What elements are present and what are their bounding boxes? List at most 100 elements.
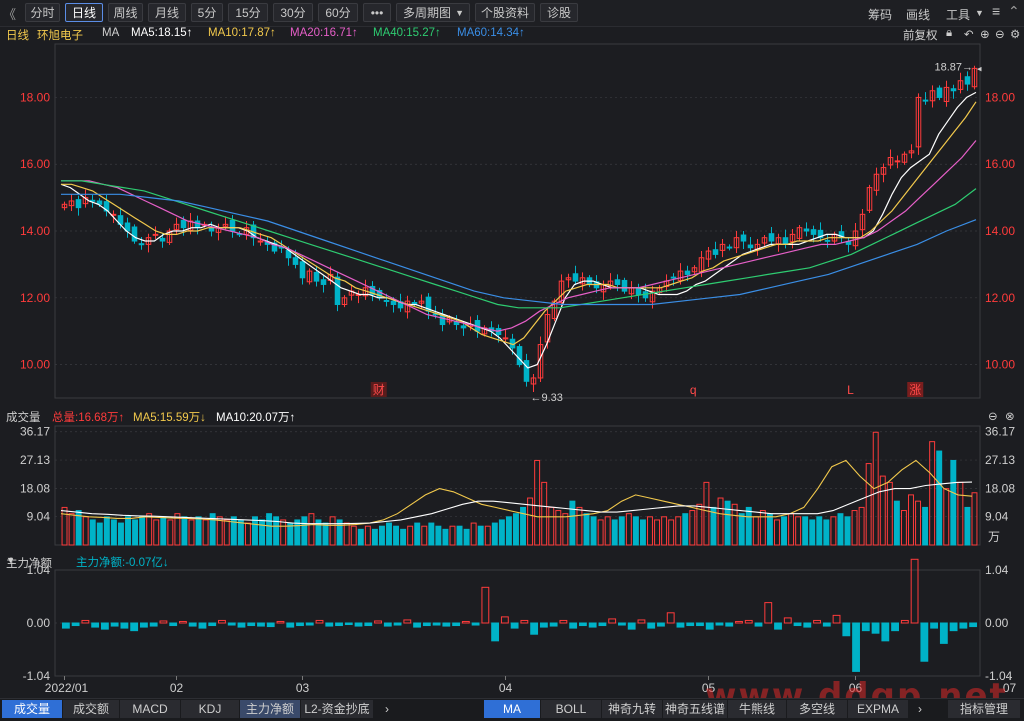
tab-daily[interactable]: 日线 <box>65 3 103 22</box>
candlestick <box>803 228 810 232</box>
candlestick <box>859 213 866 231</box>
tab-volume[interactable]: 成交量 <box>2 700 63 718</box>
candlestick <box>159 237 166 242</box>
flow-tick-label-right: 1.04 <box>985 563 1009 577</box>
price-tick-label-left: 18.00 <box>20 90 50 104</box>
flow-value: 主力净额:-0.07亿↓ <box>76 557 169 569</box>
chips-button[interactable]: 筹码 <box>868 8 893 22</box>
stock-profile-button[interactable]: 个股资料 <box>475 3 535 22</box>
volume-bar <box>527 497 534 546</box>
ma-line-ma20 <box>61 140 977 332</box>
candlestick <box>887 157 894 166</box>
tools-button[interactable]: 工具 <box>946 8 971 22</box>
multi-period-dropdown[interactable]: 多周期图 ▼ <box>396 3 470 22</box>
zoom-out-icon[interactable]: ⊖ <box>995 29 1005 41</box>
candlestick <box>768 233 775 242</box>
tab-kdj[interactable]: KDJ <box>181 700 240 718</box>
tab-monthly[interactable]: 月线 <box>148 3 186 22</box>
indicator-manage-button[interactable]: 指标管理 <box>948 700 1021 718</box>
volume-bar <box>555 510 562 546</box>
draw-button[interactable]: 画线 <box>906 8 931 22</box>
flow-bar <box>822 622 831 627</box>
volume-bar <box>167 519 174 546</box>
flow-bar <box>569 622 578 629</box>
flow-bar <box>559 619 568 624</box>
chevron-down-icon[interactable]: ▼ <box>975 8 984 18</box>
volume-bar <box>964 506 971 546</box>
flow-bar <box>881 622 890 642</box>
volume-bar <box>632 516 639 546</box>
volume-bar <box>68 513 75 546</box>
flow-bar <box>637 619 646 624</box>
minus-icon[interactable]: ⊖ <box>988 411 998 423</box>
tab-expma[interactable]: EXPMA <box>848 700 909 718</box>
zoom-in-icon[interactable]: ⊕ <box>980 29 990 41</box>
volume-bar <box>421 525 428 546</box>
chevron-right-icon[interactable]: › <box>376 700 399 718</box>
tab-main-flow[interactable]: 主力净额 <box>240 700 301 718</box>
close-icon[interactable]: ⊗ <box>1005 411 1015 423</box>
undo-icon[interactable]: ↶ <box>964 29 974 41</box>
volume-bar <box>174 513 181 546</box>
tab-5min[interactable]: 5分 <box>191 3 223 22</box>
tab-boll[interactable]: BOLL <box>541 700 602 718</box>
volume-bar <box>371 528 378 546</box>
tab-bull[interactable]: 牛熊线 <box>728 700 787 718</box>
tab-turnover[interactable]: 成交额 <box>63 700 120 718</box>
tab-macd[interactable]: MACD <box>120 700 181 718</box>
fuquan-label[interactable]: 前复权 <box>903 30 938 42</box>
flow-bar <box>81 619 90 624</box>
tab-ma[interactable]: MA <box>484 700 541 718</box>
flow-bar <box>939 622 948 644</box>
tab-longshort[interactable]: 多空线 <box>787 700 848 718</box>
flow-bar <box>627 622 636 630</box>
volume-ma-line-ma10 <box>60 481 973 525</box>
candlestick <box>922 99 929 102</box>
flow-label[interactable]: 主力净额 ▼ <box>6 554 52 570</box>
candlestick <box>824 239 831 242</box>
volume-bar <box>696 503 703 546</box>
candlestick <box>383 299 390 302</box>
flow-bar <box>247 622 256 627</box>
volume-bar <box>647 516 653 546</box>
tab-60min[interactable]: 60分 <box>318 3 358 22</box>
candlestick <box>852 230 859 247</box>
flow-bar <box>530 622 539 635</box>
tab-intraday[interactable]: 分时 <box>25 3 60 22</box>
tab-wuxian[interactable]: 神奇五线谱 <box>663 700 728 718</box>
chevron-right-icon[interactable]: › <box>909 700 932 718</box>
event-marker: L <box>847 383 854 397</box>
candlestick <box>691 267 698 273</box>
volume-bar <box>922 506 929 546</box>
candlestick <box>677 270 684 281</box>
volume-ma-line-ma5 <box>60 459 973 527</box>
tab-30min[interactable]: 30分 <box>273 3 313 22</box>
chevron-down-icon: ▼ <box>455 8 464 18</box>
volume-bar <box>611 519 618 546</box>
tab-weekly[interactable]: 周线 <box>108 3 143 22</box>
volume-bar <box>82 516 89 546</box>
candlestick <box>908 150 915 154</box>
flow-bar <box>764 602 773 624</box>
flow-bar <box>442 622 451 627</box>
month-label: 04 <box>499 681 513 695</box>
ma-line-ma60 <box>61 193 977 306</box>
volume-ma10: MA10:20.07万↑ <box>216 412 296 424</box>
chevron-up-icon[interactable]: ⌃ <box>1008 3 1020 19</box>
lock-icon[interactable]: 🔒︎ <box>946 27 953 39</box>
candlestick <box>299 261 306 279</box>
back-icon[interactable]: 《 <box>3 7 17 22</box>
menu-icon[interactable]: ≡ <box>992 3 1001 19</box>
volume-bar <box>625 513 632 546</box>
volume-bar <box>139 516 146 546</box>
tab-l2-flow[interactable]: L2-资金抄底 <box>301 700 374 718</box>
more-periods-button[interactable]: ••• <box>363 3 391 22</box>
flow-bar <box>461 620 470 624</box>
volume-bar <box>393 525 400 546</box>
volume-bar <box>484 525 491 546</box>
tab-td9[interactable]: 神奇九转 <box>602 700 663 718</box>
settings-icon[interactable]: ⚙ <box>1010 29 1021 41</box>
diagnose-button[interactable]: 诊股 <box>540 3 578 22</box>
tab-15min[interactable]: 15分 <box>228 3 268 22</box>
volume-bar <box>879 475 886 546</box>
